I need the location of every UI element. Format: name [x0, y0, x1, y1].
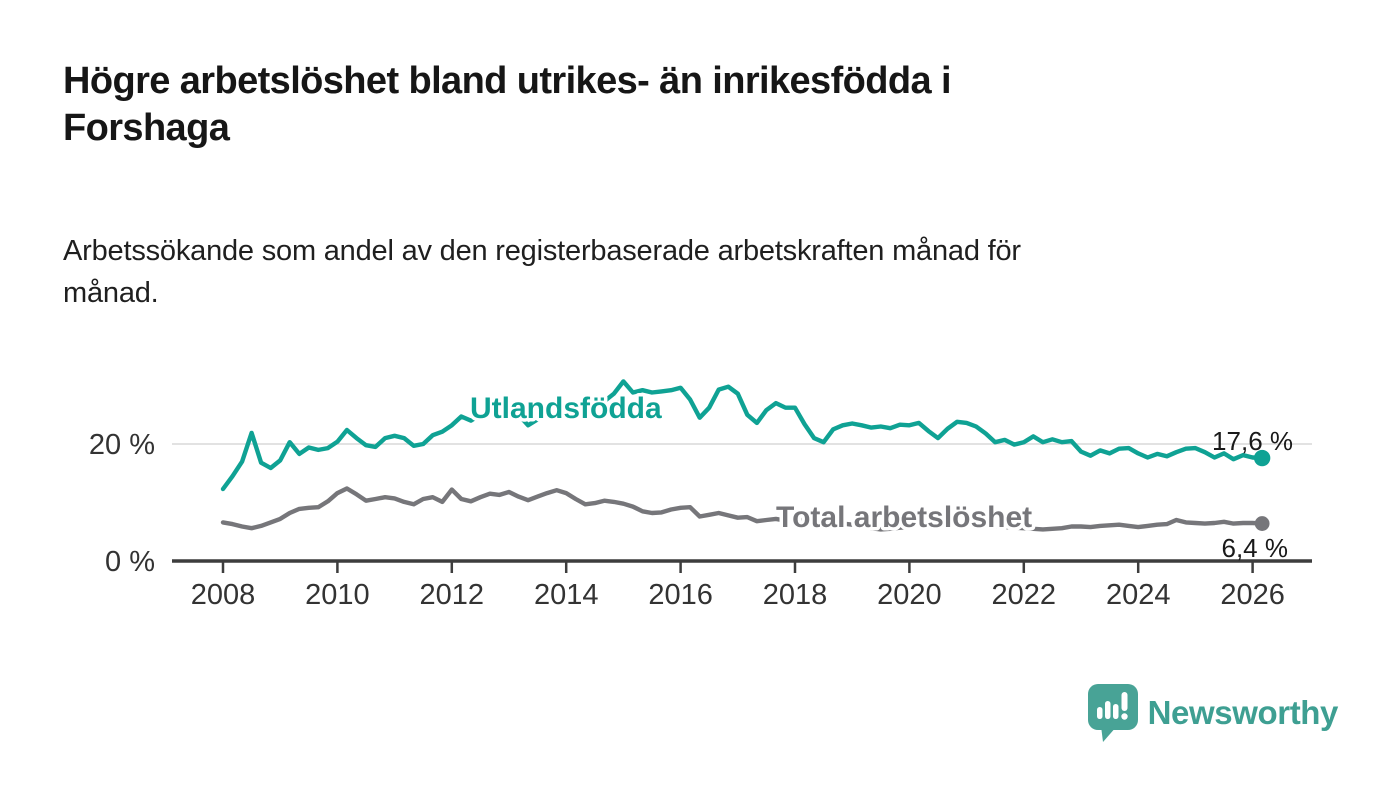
- x-tick-label: 2016: [648, 579, 713, 611]
- end-value-label-utlandsfodda: 17,6 %: [1212, 426, 1293, 456]
- series-label-utlandsfodda: Utlandsfödda: [470, 392, 662, 425]
- series-line-utlandsfodda: [220, 379, 1265, 492]
- x-tick-label: 2024: [1106, 579, 1171, 611]
- subtitle-line-2: månad.: [63, 277, 159, 310]
- series-end-dot-total: [1254, 516, 1270, 531]
- newsworthy-logo: Newsworthy: [1087, 684, 1339, 742]
- series-label-total: Total arbetslöshet: [776, 501, 1032, 534]
- title-line-1: Högre arbetslöshet bland utrikes- än inr…: [63, 60, 952, 102]
- x-tick-label: 2012: [420, 579, 485, 611]
- page-title: Högre arbetslöshet bland utrikes- än inr…: [63, 58, 1313, 152]
- chart-subtitle: Arbetssökande som andel av den registerb…: [63, 230, 1313, 314]
- y-tick-label: 20 %: [89, 429, 155, 461]
- title-line-2: Forshaga: [63, 107, 230, 150]
- y-tick-label: 0 %: [105, 546, 155, 578]
- x-tick-label: 2010: [305, 579, 370, 611]
- series-end-dot-utlandsfodda: [1253, 449, 1271, 467]
- x-tick-label: 2008: [191, 579, 256, 611]
- newsworthy-logo-text: Newsworthy: [1147, 694, 1339, 731]
- x-tick-label: 2026: [1220, 579, 1285, 611]
- end-value-label-total: 6,4 %: [1222, 533, 1289, 563]
- x-tick-label: 2020: [877, 579, 942, 611]
- x-tick-label: 2018: [763, 579, 828, 611]
- unemployment-line-chart: 20 % 0 % 2008 2010 2012 2014 2016 2018 2020 2022 2…: [89, 379, 1312, 611]
- x-tick-label: 2022: [992, 579, 1057, 611]
- newsworthy-logo-icon: [1087, 684, 1138, 742]
- series-line-total: [220, 486, 1265, 532]
- subtitle-line-1: Arbetssökande som andel av den registerb…: [63, 235, 1021, 267]
- x-tick-label: 2014: [534, 579, 599, 611]
